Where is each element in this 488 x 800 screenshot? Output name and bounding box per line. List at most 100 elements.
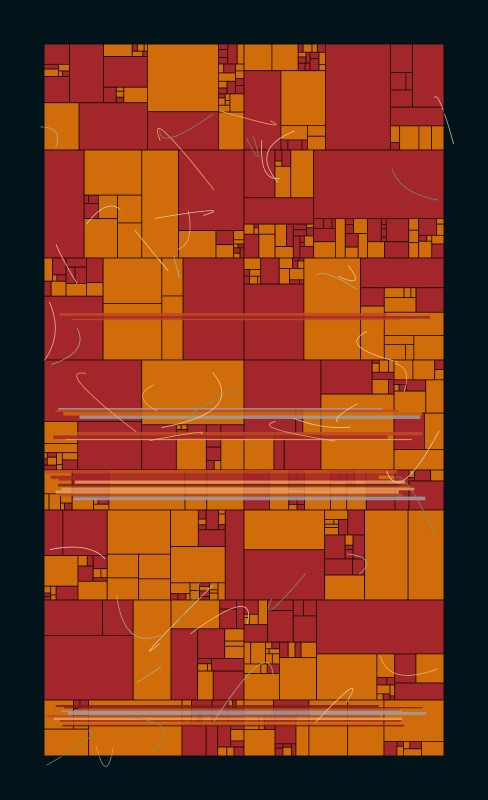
- cell: [230, 740, 245, 748]
- curve: [86, 205, 121, 225]
- cell: [43, 149, 85, 259]
- cell: [197, 524, 207, 531]
- cell: [243, 673, 280, 701]
- cell: [58, 70, 63, 77]
- cell: [376, 677, 388, 686]
- cell: [115, 90, 125, 98]
- cell: [335, 218, 346, 259]
- cell: [333, 519, 339, 525]
- stripe: [74, 480, 406, 484]
- cell: [205, 722, 219, 757]
- cell: [197, 628, 226, 659]
- cell: [380, 236, 387, 243]
- cell: [318, 64, 326, 72]
- cell: [86, 282, 104, 297]
- cell: [182, 257, 245, 361]
- cell: [239, 247, 245, 259]
- cell: [331, 218, 336, 229]
- cell: [309, 51, 320, 60]
- cell: [303, 235, 315, 247]
- curve: [386, 430, 440, 483]
- curve: [392, 476, 436, 537]
- cell: [60, 502, 65, 511]
- cell: [209, 589, 219, 594]
- cell: [217, 93, 226, 99]
- cell: [278, 257, 293, 269]
- curve: [43, 301, 56, 362]
- cell: [316, 599, 445, 655]
- cell: [102, 303, 163, 361]
- cell: [403, 748, 422, 757]
- cell: [220, 437, 245, 471]
- cell: [434, 369, 445, 381]
- cell: [243, 624, 268, 643]
- cell: [43, 102, 80, 151]
- cell: [102, 257, 163, 305]
- cell: [431, 125, 445, 151]
- cell: [376, 684, 391, 695]
- cell: [282, 746, 293, 757]
- cell: [388, 378, 395, 395]
- cell: [279, 657, 317, 701]
- curve: [267, 573, 307, 611]
- cell: [86, 555, 94, 567]
- cell: [233, 252, 241, 259]
- curve: [213, 662, 274, 722]
- cell: [218, 509, 226, 515]
- cell: [278, 268, 290, 285]
- stripe: [58, 478, 410, 481]
- cell: [177, 593, 187, 601]
- cell: [243, 275, 251, 285]
- cell: [217, 111, 245, 151]
- cell: [297, 43, 304, 53]
- cell: [352, 558, 366, 576]
- cell: [403, 741, 411, 750]
- cell: [243, 197, 315, 225]
- cell: [249, 275, 259, 285]
- cell: [299, 235, 305, 243]
- cell: [236, 43, 245, 65]
- cell: [324, 534, 346, 560]
- cell: [288, 504, 298, 511]
- cell: [93, 503, 110, 511]
- cell: [52, 274, 58, 282]
- cell: [243, 509, 326, 551]
- cell: [43, 443, 79, 454]
- cell: [170, 593, 179, 601]
- cell: [43, 257, 54, 282]
- cell: [237, 243, 245, 249]
- cell: [78, 102, 148, 151]
- stripe: [72, 318, 400, 321]
- cell: [320, 359, 373, 395]
- cell: [123, 86, 148, 104]
- cell: [43, 585, 52, 594]
- curve: [142, 384, 158, 412]
- cell: [170, 509, 199, 548]
- curves: [40, 96, 455, 767]
- cell: [224, 640, 245, 647]
- cell: [227, 43, 238, 65]
- cell: [243, 599, 259, 615]
- cell: [226, 746, 235, 757]
- cell: [46, 456, 57, 466]
- cell: [197, 658, 212, 665]
- stripe: [64, 707, 423, 709]
- stripe: [70, 315, 431, 319]
- cell: [62, 70, 70, 77]
- cell: [224, 100, 231, 106]
- cell: [418, 240, 433, 259]
- cell: [286, 223, 294, 248]
- cell: [290, 149, 315, 199]
- stripe: [50, 721, 375, 725]
- cell: [386, 677, 396, 686]
- cell: [371, 378, 389, 395]
- cell: [291, 260, 299, 269]
- cell: [287, 139, 303, 151]
- cell: [271, 653, 280, 665]
- cell: [431, 234, 445, 245]
- curve: [293, 417, 351, 428]
- cell: [243, 359, 322, 410]
- cell: [83, 203, 99, 220]
- cell: [282, 743, 293, 748]
- cell: [103, 56, 148, 88]
